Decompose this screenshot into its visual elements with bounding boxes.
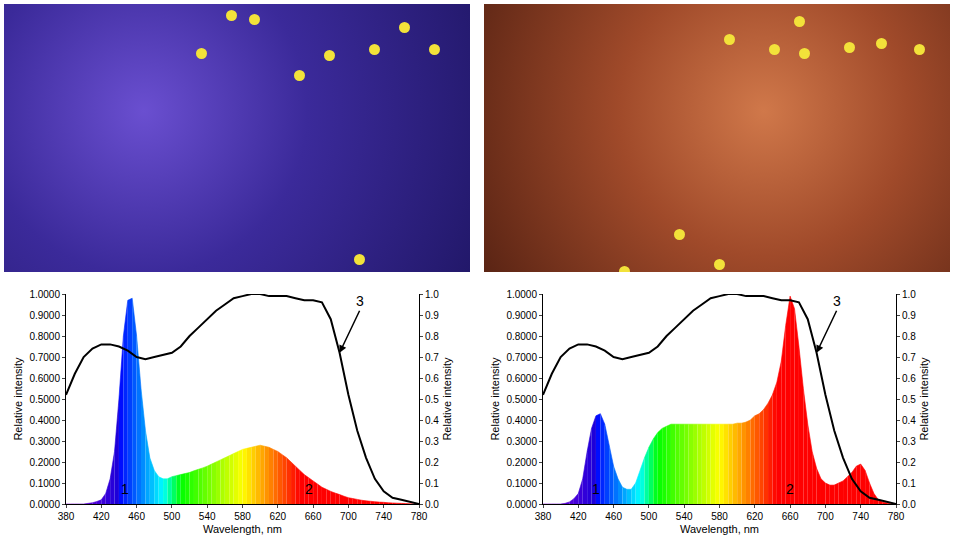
svg-text:Relative intensity: Relative intensity xyxy=(441,357,453,441)
svg-text:460: 460 xyxy=(605,511,622,522)
svg-text:Relative intensity: Relative intensity xyxy=(12,357,24,441)
svg-text:0.0: 0.0 xyxy=(425,499,439,510)
svg-text:0.6000: 0.6000 xyxy=(506,373,537,384)
svg-text:780: 780 xyxy=(411,511,428,522)
svg-text:0.8000: 0.8000 xyxy=(29,331,60,342)
svg-text:460: 460 xyxy=(128,511,145,522)
svg-text:0.7: 0.7 xyxy=(425,352,439,363)
svg-text:0.0000: 0.0000 xyxy=(506,499,537,510)
svg-text:740: 740 xyxy=(375,511,392,522)
svg-text:0.3000: 0.3000 xyxy=(506,436,537,447)
svg-text:0.1000: 0.1000 xyxy=(506,478,537,489)
svg-text:740: 740 xyxy=(852,511,869,522)
svg-text:420: 420 xyxy=(93,511,110,522)
svg-text:0.7000: 0.7000 xyxy=(506,352,537,363)
svg-text:0.5: 0.5 xyxy=(902,394,916,405)
svg-text:0.0: 0.0 xyxy=(902,499,916,510)
svg-text:0.6000: 0.6000 xyxy=(29,373,60,384)
svg-text:660: 660 xyxy=(782,511,799,522)
svg-text:420: 420 xyxy=(570,511,587,522)
svg-text:0.6: 0.6 xyxy=(425,373,439,384)
svg-text:3: 3 xyxy=(833,293,841,309)
svg-text:540: 540 xyxy=(676,511,693,522)
svg-text:0.4: 0.4 xyxy=(425,415,439,426)
svg-text:500: 500 xyxy=(164,511,181,522)
svg-text:0.8: 0.8 xyxy=(425,331,439,342)
svg-text:0.9: 0.9 xyxy=(425,310,439,321)
svg-text:Relative intensity: Relative intensity xyxy=(489,357,501,441)
svg-text:580: 580 xyxy=(711,511,728,522)
svg-text:1: 1 xyxy=(592,481,600,497)
svg-text:0.8000: 0.8000 xyxy=(506,331,537,342)
svg-text:1.0000: 1.0000 xyxy=(506,289,537,300)
svg-text:0.4000: 0.4000 xyxy=(506,415,537,426)
svg-text:620: 620 xyxy=(746,511,763,522)
svg-text:2: 2 xyxy=(305,481,313,497)
svg-text:0.9000: 0.9000 xyxy=(506,310,537,321)
svg-text:Relative intensity: Relative intensity xyxy=(918,357,930,441)
svg-text:0.2: 0.2 xyxy=(425,457,439,468)
svg-text:0.1000: 0.1000 xyxy=(29,478,60,489)
svg-text:0.9000: 0.9000 xyxy=(29,310,60,321)
svg-text:0.7000: 0.7000 xyxy=(29,352,60,363)
svg-text:780: 780 xyxy=(888,511,905,522)
svg-text:0.4: 0.4 xyxy=(902,415,916,426)
svg-text:0.1: 0.1 xyxy=(902,478,916,489)
svg-text:1.0: 1.0 xyxy=(425,289,439,300)
svg-text:0.5000: 0.5000 xyxy=(29,394,60,405)
svg-text:540: 540 xyxy=(199,511,216,522)
svg-text:Wavelength, nm: Wavelength, nm xyxy=(203,523,282,535)
svg-text:0.4000: 0.4000 xyxy=(29,415,60,426)
svg-text:700: 700 xyxy=(817,511,834,522)
svg-text:0.3: 0.3 xyxy=(902,436,916,447)
svg-text:0.3000: 0.3000 xyxy=(29,436,60,447)
svg-text:3: 3 xyxy=(356,293,364,309)
svg-text:0.5000: 0.5000 xyxy=(506,394,537,405)
svg-text:0.3: 0.3 xyxy=(425,436,439,447)
svg-text:0.1: 0.1 xyxy=(425,478,439,489)
svg-text:Wavelength, nm: Wavelength, nm xyxy=(680,523,759,535)
svg-text:380: 380 xyxy=(58,511,75,522)
svg-text:0.5: 0.5 xyxy=(425,394,439,405)
svg-text:380: 380 xyxy=(535,511,552,522)
svg-text:2: 2 xyxy=(786,481,794,497)
svg-text:660: 660 xyxy=(305,511,322,522)
svg-text:620: 620 xyxy=(269,511,286,522)
svg-text:500: 500 xyxy=(641,511,658,522)
svg-text:0.0000: 0.0000 xyxy=(29,499,60,510)
svg-text:1.0000: 1.0000 xyxy=(29,289,60,300)
svg-text:1: 1 xyxy=(121,481,129,497)
svg-text:1.0: 1.0 xyxy=(902,289,916,300)
svg-text:0.2000: 0.2000 xyxy=(506,457,537,468)
svg-text:700: 700 xyxy=(340,511,357,522)
svg-text:0.2000: 0.2000 xyxy=(29,457,60,468)
svg-text:580: 580 xyxy=(234,511,251,522)
svg-text:0.2: 0.2 xyxy=(902,457,916,468)
svg-text:0.7: 0.7 xyxy=(902,352,916,363)
svg-text:0.8: 0.8 xyxy=(902,331,916,342)
svg-text:0.6: 0.6 xyxy=(902,373,916,384)
svg-text:0.9: 0.9 xyxy=(902,310,916,321)
